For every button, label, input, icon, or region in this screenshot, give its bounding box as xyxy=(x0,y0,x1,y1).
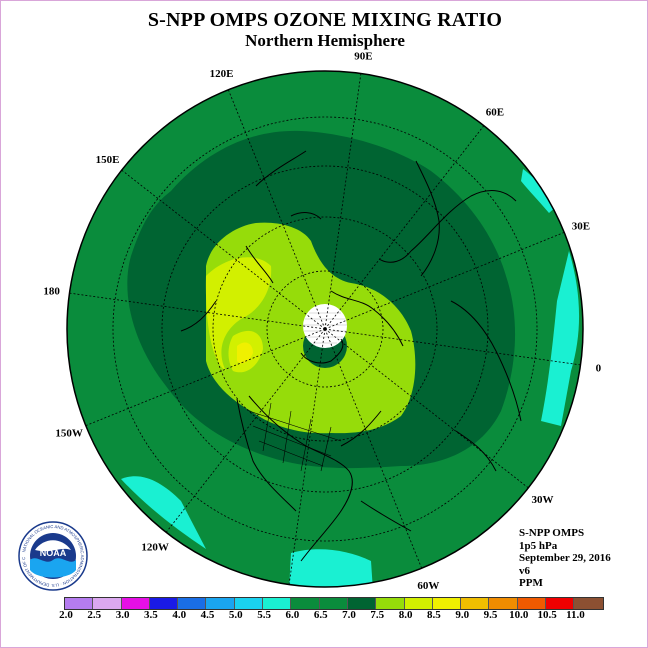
meridian-line xyxy=(288,328,326,585)
colorbar-swatch xyxy=(291,598,320,609)
colorbar-swatch xyxy=(546,598,575,609)
longitude-label: 150W xyxy=(55,427,83,439)
longitude-label: 120W xyxy=(141,541,169,553)
colorbar-swatch xyxy=(178,598,207,609)
cyan-patch-southwest xyxy=(121,476,206,549)
noaa-logo-icon: NOAA NATIONAL OCEANIC AND ATMOSPHERIC AD… xyxy=(17,520,88,591)
meridian-line xyxy=(165,328,326,533)
longitude-label: 90E xyxy=(354,51,372,63)
colorbar-tick-label: 7.5 xyxy=(370,609,385,621)
yellow-patch xyxy=(237,342,253,364)
longitude-label: 30W xyxy=(531,494,553,506)
colorbar-swatch xyxy=(574,598,603,609)
colorbar-tick-label: 4.0 xyxy=(172,609,187,621)
pole-missing-data xyxy=(303,304,347,348)
colorbar-tick-label: 10.0 xyxy=(509,609,529,621)
colorbar-swatch xyxy=(93,598,122,609)
meridian-line xyxy=(85,328,326,427)
colorbar-tick-label: 2.0 xyxy=(59,609,73,621)
longitude-label: 120E xyxy=(210,68,234,80)
colorbar-tick-label: 2.5 xyxy=(87,609,102,621)
colorbar-swatch xyxy=(404,598,433,609)
colorbar-swatch xyxy=(432,598,462,609)
colorbar-tick-label: 3.0 xyxy=(115,609,130,621)
colorbar xyxy=(64,597,604,610)
meridian-line xyxy=(324,328,581,366)
colorbar-swatch xyxy=(65,598,94,609)
info-date: September 29, 2016 xyxy=(519,552,611,565)
colorbar-tick-label: 4.5 xyxy=(200,609,215,621)
meridian-line xyxy=(69,292,326,330)
colorbar-tick-label: 6.0 xyxy=(285,609,300,621)
colorbar-tick-label: 9.0 xyxy=(455,609,470,621)
meridians xyxy=(69,73,581,585)
colorbar-swatch xyxy=(206,598,235,609)
map-disc-border xyxy=(66,70,584,588)
colorbar-tick-label: 3.5 xyxy=(144,609,158,621)
info-level: 1p5 hPa xyxy=(519,539,558,552)
meridian-line xyxy=(324,328,529,489)
info-version: v6 xyxy=(519,564,530,577)
map-subtitle: Northern Hemisphere xyxy=(245,31,405,50)
colorbar-tick-label: 10.5 xyxy=(537,609,557,621)
meridian-line xyxy=(324,328,423,569)
cyan-patch-east xyxy=(541,251,580,426)
meridian-line xyxy=(324,231,565,330)
longitude-label: 180 xyxy=(43,286,60,298)
colorbar-swatch xyxy=(263,598,292,609)
colorbar-swatch xyxy=(517,598,547,609)
latitude-circles xyxy=(112,116,538,542)
longitude-labels: 90E60E30E030W60W90W120W150W180150E120E xyxy=(43,51,601,610)
colorbar-tick-label: 5.5 xyxy=(257,609,271,621)
colorbar-swatch xyxy=(376,598,405,609)
cyan-patch-south xyxy=(289,549,373,587)
colorbar-swatch xyxy=(489,598,518,609)
map-title: S-NPP OMPS OZONE MIXING RATIO xyxy=(147,9,503,31)
longitude-label: 0 xyxy=(596,362,602,374)
meridian-line xyxy=(324,125,485,330)
colorbar-swatch xyxy=(234,598,264,609)
country-borders xyxy=(248,402,342,472)
coastlines xyxy=(180,150,522,562)
colorbar-tick-label: 8.0 xyxy=(398,609,413,621)
colorbar-swatch xyxy=(461,598,490,609)
colorbar-tick-label: 7.0 xyxy=(342,609,356,621)
meridian-line xyxy=(121,169,326,330)
info-units: PPM xyxy=(519,577,543,590)
meridian-line xyxy=(324,73,362,330)
cyan-patch-northeast xyxy=(521,169,557,213)
yellow-green-patch xyxy=(205,257,272,371)
colorbar-tick-label: 6.5 xyxy=(313,609,328,621)
logo-text: NOAA xyxy=(40,548,67,558)
colorbar-tick-label: 8.5 xyxy=(427,609,441,621)
longitude-label: 150E xyxy=(96,154,120,166)
longitude-label: 60E xyxy=(486,107,504,119)
colorbar-swatch xyxy=(319,598,348,609)
colorbar-swatch xyxy=(149,598,179,609)
colorbar-tick-label: 5.0 xyxy=(228,609,243,621)
colorbar-tick-label: 9.5 xyxy=(483,609,498,621)
meridian-line xyxy=(227,89,326,330)
info-box: S-NPP OMPS 1p5 hPa September 29, 2016 v6… xyxy=(519,527,611,590)
colorbar-swatch xyxy=(347,598,377,609)
info-instrument: S-NPP OMPS xyxy=(519,527,585,539)
longitude-label: 60W xyxy=(417,580,439,592)
longitude-label: 30E xyxy=(572,221,590,233)
colorbar-tick-label: 11.0 xyxy=(566,609,585,621)
colorbar-swatch xyxy=(121,598,150,609)
colorbar-labels: 2.0 2.5 3.0 3.5 4.0 4.5 5.0 5.5 6.0 6.5 7.0 7.5 8.0 8… xyxy=(1,609,647,623)
